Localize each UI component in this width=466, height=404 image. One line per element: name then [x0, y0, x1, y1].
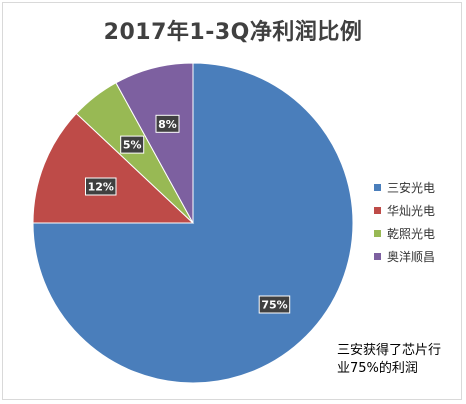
legend-swatch-huacan — [374, 207, 381, 214]
legend-swatch-sanan — [374, 184, 381, 191]
legend-label-qianzhao: 乾照光电 — [387, 227, 436, 241]
legend-swatch-qianzhao — [374, 230, 381, 237]
legend-item-sanan: 三安光电 — [374, 176, 435, 199]
legend-label-sanan: 三安光电 — [387, 181, 436, 195]
data-label-text-huacan: 12% — [88, 181, 114, 194]
legend-item-huacan: 华灿光电 — [374, 199, 435, 222]
data-label-qianzhao: 5% — [120, 135, 145, 154]
pie-slice-aoyang — [115, 62, 194, 224]
pie-slice-huacan — [32, 112, 195, 224]
legend-label-huacan: 华灿光电 — [387, 204, 436, 218]
legend-swatch-aoyang — [374, 253, 381, 260]
annotation-text: 三安获得了芯片行业75%的利润 — [337, 343, 442, 376]
legend-label-aoyang: 奥洋顺昌 — [387, 250, 436, 264]
data-label-text-sanan: 75% — [261, 299, 287, 312]
data-label-text-aoyang: 8% — [158, 118, 177, 131]
data-label-aoyang: 8% — [155, 114, 180, 133]
pie-slices — [32, 62, 354, 384]
data-label-huacan: 12% — [85, 177, 117, 196]
data-label-text-qianzhao: 5% — [123, 139, 142, 152]
legend: 三安光电 华灿光电 乾照光电 奥洋顺昌 — [374, 176, 435, 268]
pie-data-labels: 75% 12% 5% 8% — [85, 114, 291, 314]
chart-title: 2017年1-3Q净利润比例 — [103, 20, 363, 45]
legend-item-qianzhao: 乾照光电 — [374, 222, 435, 245]
legend-item-aoyang: 奥洋顺昌 — [374, 245, 435, 268]
data-label-sanan: 75% — [258, 295, 291, 314]
